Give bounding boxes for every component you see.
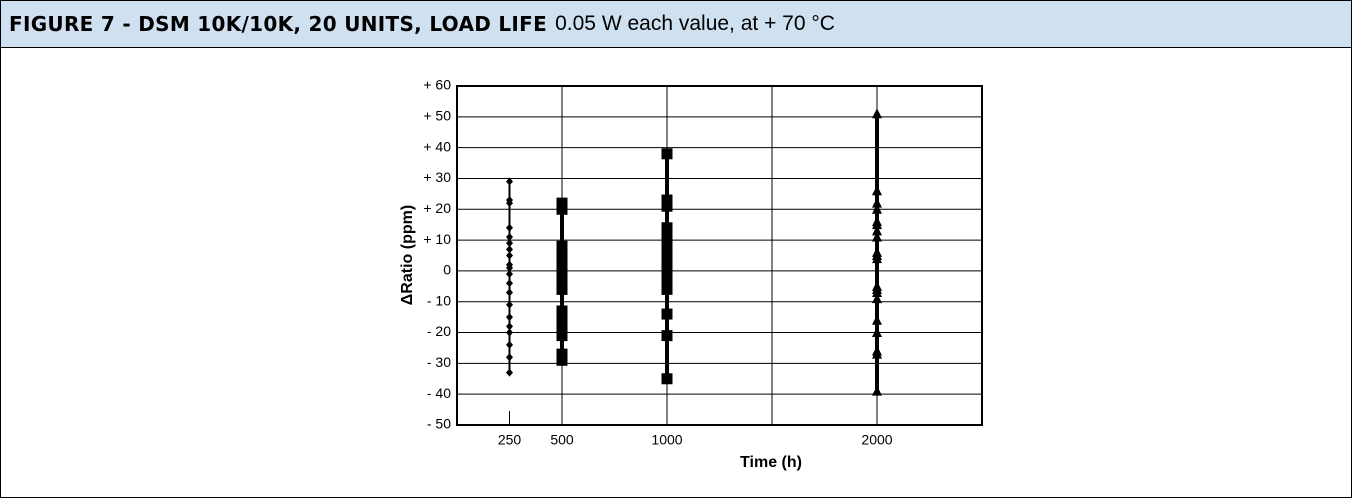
y-tick-label: - 20 <box>427 323 451 339</box>
marker <box>662 330 673 341</box>
marker <box>872 315 882 325</box>
y-tick-label: + 40 <box>423 138 451 154</box>
y-tick-label: - 50 <box>427 416 451 432</box>
marker <box>872 185 882 195</box>
x-tick-label: 1000 <box>651 432 682 448</box>
figure: FIGURE 7 - DSM 10K/10K, 20 UNITS, LOAD L… <box>0 0 1352 498</box>
marker <box>662 373 673 384</box>
marker <box>662 284 673 295</box>
y-tick-label: 0 <box>443 262 451 278</box>
marker <box>557 204 568 215</box>
marker <box>662 148 673 159</box>
marker <box>662 309 673 320</box>
y-tick-label: - 30 <box>427 354 451 370</box>
marker <box>557 355 568 366</box>
marker <box>506 288 513 296</box>
y-tick-label: + 60 <box>423 77 451 93</box>
marker <box>557 284 568 295</box>
marker <box>662 201 673 212</box>
marker <box>506 353 513 361</box>
marker <box>506 313 513 321</box>
marker <box>506 279 513 287</box>
x-axis-label: Time (h) <box>740 454 802 471</box>
chart-title: FIGURE 7 - DSM 10K/10K, 20 UNITS, LOAD L… <box>9 12 547 36</box>
marker <box>557 330 568 341</box>
marker <box>506 224 513 232</box>
marker <box>506 341 513 349</box>
marker <box>506 369 513 377</box>
marker <box>872 386 882 396</box>
chart: Time (h) ΔRatio (ppm) - 50 - 40 - 30 - 20 - … <box>1 48 1351 497</box>
marker <box>872 108 882 118</box>
marker <box>506 252 513 260</box>
x-tick-label: 500 <box>550 432 574 448</box>
y-axis-label: ΔRatio (ppm) <box>399 205 416 305</box>
chart-subtitle: 0.05 W each value, at + 70 °C <box>555 12 835 36</box>
y-tick-label: + 20 <box>423 200 451 216</box>
y-tick-label: - 10 <box>427 292 451 308</box>
y-tick-label: + 30 <box>423 169 451 185</box>
x-tick-label: 250 <box>498 432 522 448</box>
marker <box>506 329 513 337</box>
y-tick-label: - 40 <box>427 385 451 401</box>
figure-header: FIGURE 7 - DSM 10K/10K, 20 UNITS, LOAD L… <box>1 1 1351 48</box>
plot-frame <box>457 86 982 425</box>
y-tick-label: + 50 <box>423 108 451 124</box>
x-tick-label: 2000 <box>861 432 892 448</box>
y-tick-label: + 10 <box>423 231 451 247</box>
